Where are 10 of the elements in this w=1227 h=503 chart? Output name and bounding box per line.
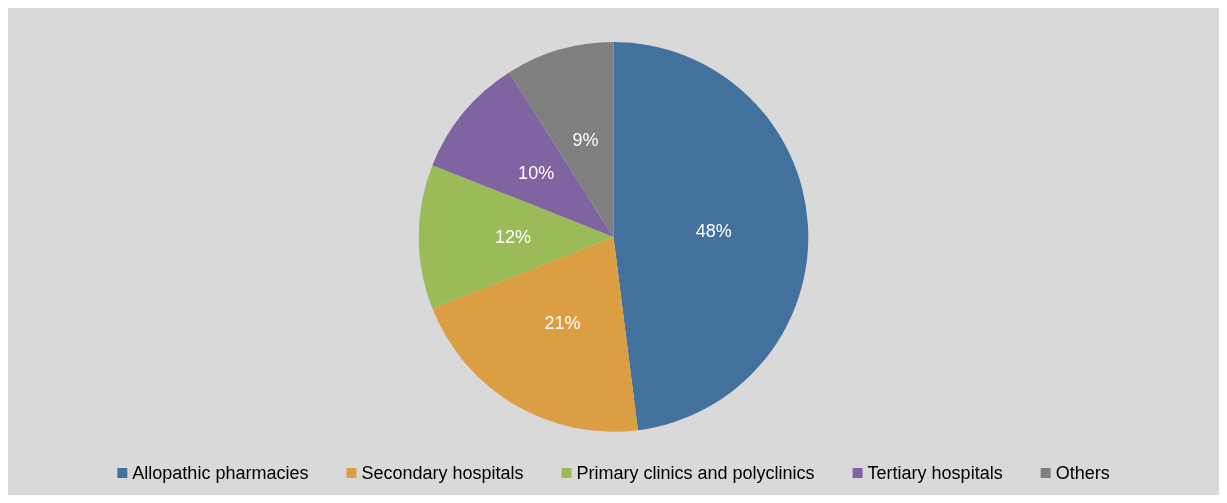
data-label: 10%: [518, 162, 555, 183]
data-label: 9%: [572, 130, 599, 151]
legend-label: Tertiary hospitals: [867, 463, 1003, 483]
data-label: 48%: [695, 220, 732, 241]
legend-label: Secondary hospitals: [361, 463, 524, 483]
data-label: 12%: [495, 226, 532, 247]
legend-label: Others: [1055, 463, 1110, 483]
legend-label: Allopathic pharmacies: [132, 463, 309, 483]
legend-label: Primary clinics and polyclinics: [576, 463, 815, 483]
data-label: 21%: [544, 313, 581, 334]
